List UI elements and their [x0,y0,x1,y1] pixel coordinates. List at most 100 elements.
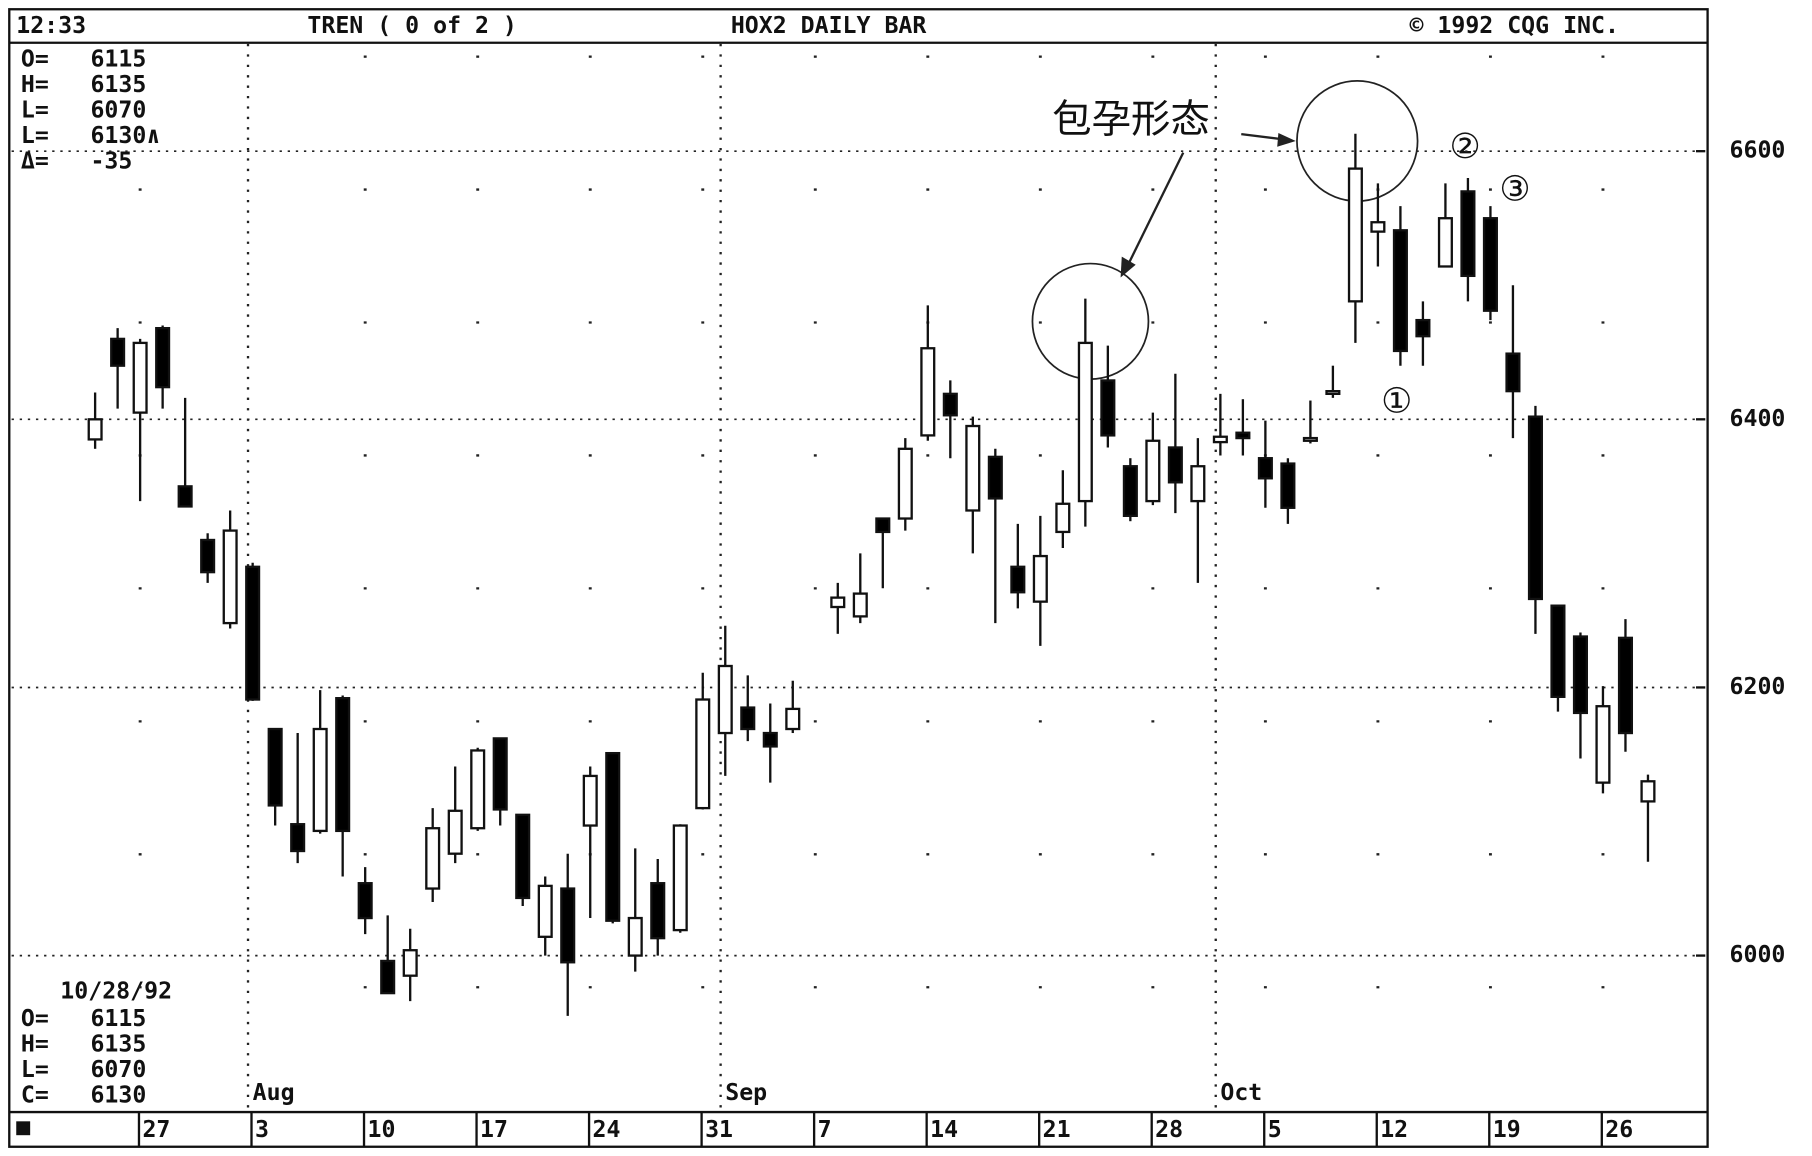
pattern-label: 包孕形态 [1052,97,1210,143]
quote-label: L= [21,1057,49,1083]
candle-body [357,882,373,920]
x-tick-label: 5 [1268,1117,1282,1143]
quote-label: Δ= [21,148,49,174]
candle-body [335,697,351,833]
candle-body [1190,465,1206,503]
quote-label: C= [21,1082,49,1108]
x-tick-label: 3 [255,1117,269,1143]
candle-body [537,884,553,938]
quote-value: 6135 [90,72,146,98]
quote-value: 6115 [90,1006,146,1032]
candle-body [875,517,891,534]
candle-body [492,737,508,811]
candle-body [1617,636,1634,735]
candle-body [650,882,666,940]
circled-number: ② [1450,127,1481,167]
x-tick-label: 27 [142,1117,170,1143]
quote-value: 6130 [90,1082,146,1108]
quote-label: H= [21,1032,49,1058]
candle-body [717,664,733,735]
candle-body [965,424,981,512]
candle-body [897,447,913,520]
x-tick-label: 14 [930,1117,958,1143]
x-tick-label: 24 [593,1117,621,1143]
month-label: Oct [1220,1080,1262,1106]
candle-body [425,827,441,890]
candle-body [1527,415,1543,601]
candle-body [1077,341,1093,503]
candle-body [1145,439,1161,503]
candle-body [470,749,486,830]
candle-body [1325,390,1341,395]
candle-body [1235,431,1251,440]
study: TREN ( 0 of 2 ) [307,13,516,39]
candle-body [762,731,778,748]
y-tick-label: 6600 [1730,138,1786,164]
candle-body [245,565,261,701]
y-tick-label: 6400 [1730,406,1786,432]
candle-body [177,485,193,508]
candle-body [785,707,801,731]
candle-body [942,392,958,417]
candle-body [695,698,711,810]
candle-body [1055,502,1071,534]
candle-body [740,706,756,731]
candle-body [1595,705,1611,784]
copyright: © 1992 CQG INC. [1409,13,1618,39]
candle-body [1392,229,1408,353]
candle-body [1122,465,1138,517]
candle-body [987,455,1003,500]
candle-body [132,341,148,414]
circled-number: ③ [1499,170,1530,210]
y-tick-label: 6200 [1730,674,1786,700]
quote-value: 6115 [90,47,146,73]
candle-body [1032,554,1048,603]
candle-body [267,727,283,807]
x-tick-label: 12 [1380,1117,1408,1143]
x-tick-label: 10 [368,1117,396,1143]
x-tick-label: 31 [705,1117,733,1143]
candle-body [1415,318,1431,338]
candle-body [290,823,306,853]
quote-value: 6070 [90,97,146,123]
candle-body [1212,435,1228,444]
candle-body [1505,352,1521,393]
quote-value: 6135 [90,1032,146,1058]
candle-body [1010,565,1026,594]
candle-body [1482,217,1498,312]
candle-body [1167,446,1183,484]
candle-body [155,326,171,389]
candle-body [1437,217,1453,268]
arrow-head [1120,256,1136,278]
quote-label: O= [21,47,49,73]
candle-body [1640,780,1656,803]
frame [8,8,1709,1148]
quote-label: L= [21,97,49,123]
quote-value: 6130∧ [90,123,160,149]
x-tick-label: 26 [1605,1117,1633,1143]
candle-body [605,751,621,922]
quote-label: L= [21,123,49,149]
candle-body [1347,167,1363,303]
candle-body [402,949,418,977]
candle-body [1280,462,1296,509]
x-tick-label: 19 [1493,1117,1521,1143]
candle-body [1460,190,1476,278]
circled-number: ① [1381,381,1412,421]
candle-body [380,959,396,995]
x-tick-label: 28 [1155,1117,1183,1143]
arrow-head [1277,132,1296,147]
candle-body [1572,635,1588,715]
candle-body [672,824,688,932]
x-tick-label: 17 [480,1117,508,1143]
candle-body [1302,436,1318,442]
candle-body [312,727,328,833]
candle-body [582,774,598,827]
candle-body [1550,604,1566,698]
candle-body [1257,457,1273,480]
candle-body [222,529,238,625]
candle-body [1370,221,1386,233]
month-label: Sep [725,1080,767,1106]
